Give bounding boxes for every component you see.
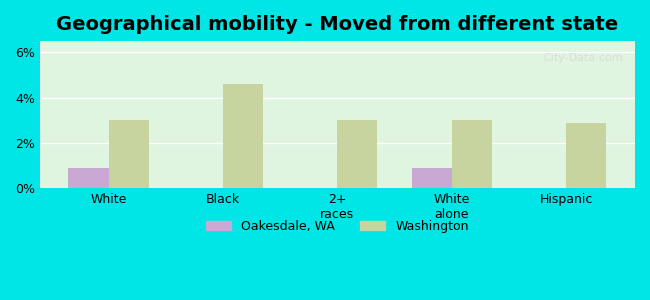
Bar bbox=[566, 123, 606, 188]
Text: City-Data.com: City-Data.com bbox=[543, 53, 623, 63]
Bar bbox=[68, 168, 109, 188]
Title: Geographical mobility - Moved from different state: Geographical mobility - Moved from diffe… bbox=[57, 15, 619, 34]
Bar bbox=[412, 168, 452, 188]
Bar bbox=[109, 121, 149, 188]
Legend: Oakesdale, WA, Washington: Oakesdale, WA, Washington bbox=[202, 215, 474, 238]
Bar bbox=[452, 121, 492, 188]
Bar bbox=[223, 84, 263, 188]
Bar bbox=[337, 121, 378, 188]
